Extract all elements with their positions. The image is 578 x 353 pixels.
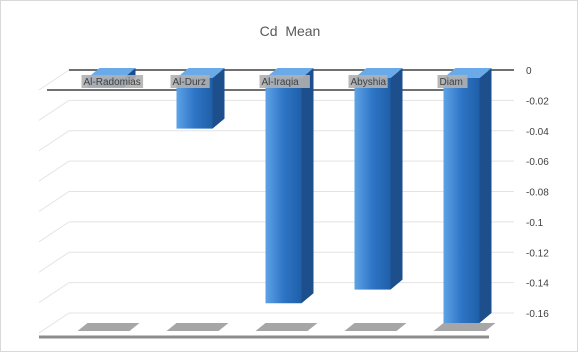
gridline-side: [38, 191, 70, 212]
category-label: Al-Iraqia: [262, 77, 300, 88]
bar-side: [301, 68, 314, 304]
bar-floor-shadow: [344, 323, 407, 331]
bar-side: [212, 68, 225, 129]
category-label: Abyshia: [351, 77, 387, 88]
category-label-box: [170, 75, 210, 88]
bar-floor-shadow: [433, 323, 496, 331]
y-tick-label: -0.06: [526, 157, 549, 168]
gridline-side: [38, 99, 70, 121]
gridline-side: [38, 282, 70, 304]
bar-floor-shadow: [77, 323, 140, 331]
category-label-box: [437, 75, 468, 88]
bar-floor-shadow: [166, 323, 229, 331]
bar: [354, 78, 391, 290]
y-tick-label: -0.12: [526, 248, 549, 259]
y-tick-label: -0.02: [526, 96, 549, 107]
y-tick-label: -0.16: [526, 309, 549, 320]
category-label-box: [81, 75, 144, 88]
y-tick-label: -0.08: [526, 188, 549, 199]
bar-side: [479, 68, 492, 323]
category-label: Al-Radomias: [84, 77, 141, 88]
category-label-box: [259, 75, 310, 88]
gridline-side: [38, 130, 70, 152]
bar-side: [390, 68, 403, 290]
y-tick-label: -0.1: [526, 218, 544, 229]
gridline-side: [38, 312, 70, 334]
category-label: Al-Durz: [173, 77, 206, 88]
gridline-side: [38, 160, 70, 182]
y-tick-label: 0: [526, 66, 532, 77]
gridline-side: [38, 221, 70, 243]
category-label-box: [348, 75, 388, 88]
y-tick-label: -0.04: [526, 127, 549, 138]
gridline-side: [38, 251, 70, 273]
bar: [265, 78, 302, 304]
bar: [443, 78, 480, 323]
chart-title: Cd Mean: [259, 23, 321, 39]
gridline-side: [38, 69, 70, 91]
bar-floor-shadow: [255, 323, 318, 331]
y-tick-label: -0.14: [526, 279, 549, 290]
category-label: Diam: [440, 77, 463, 88]
